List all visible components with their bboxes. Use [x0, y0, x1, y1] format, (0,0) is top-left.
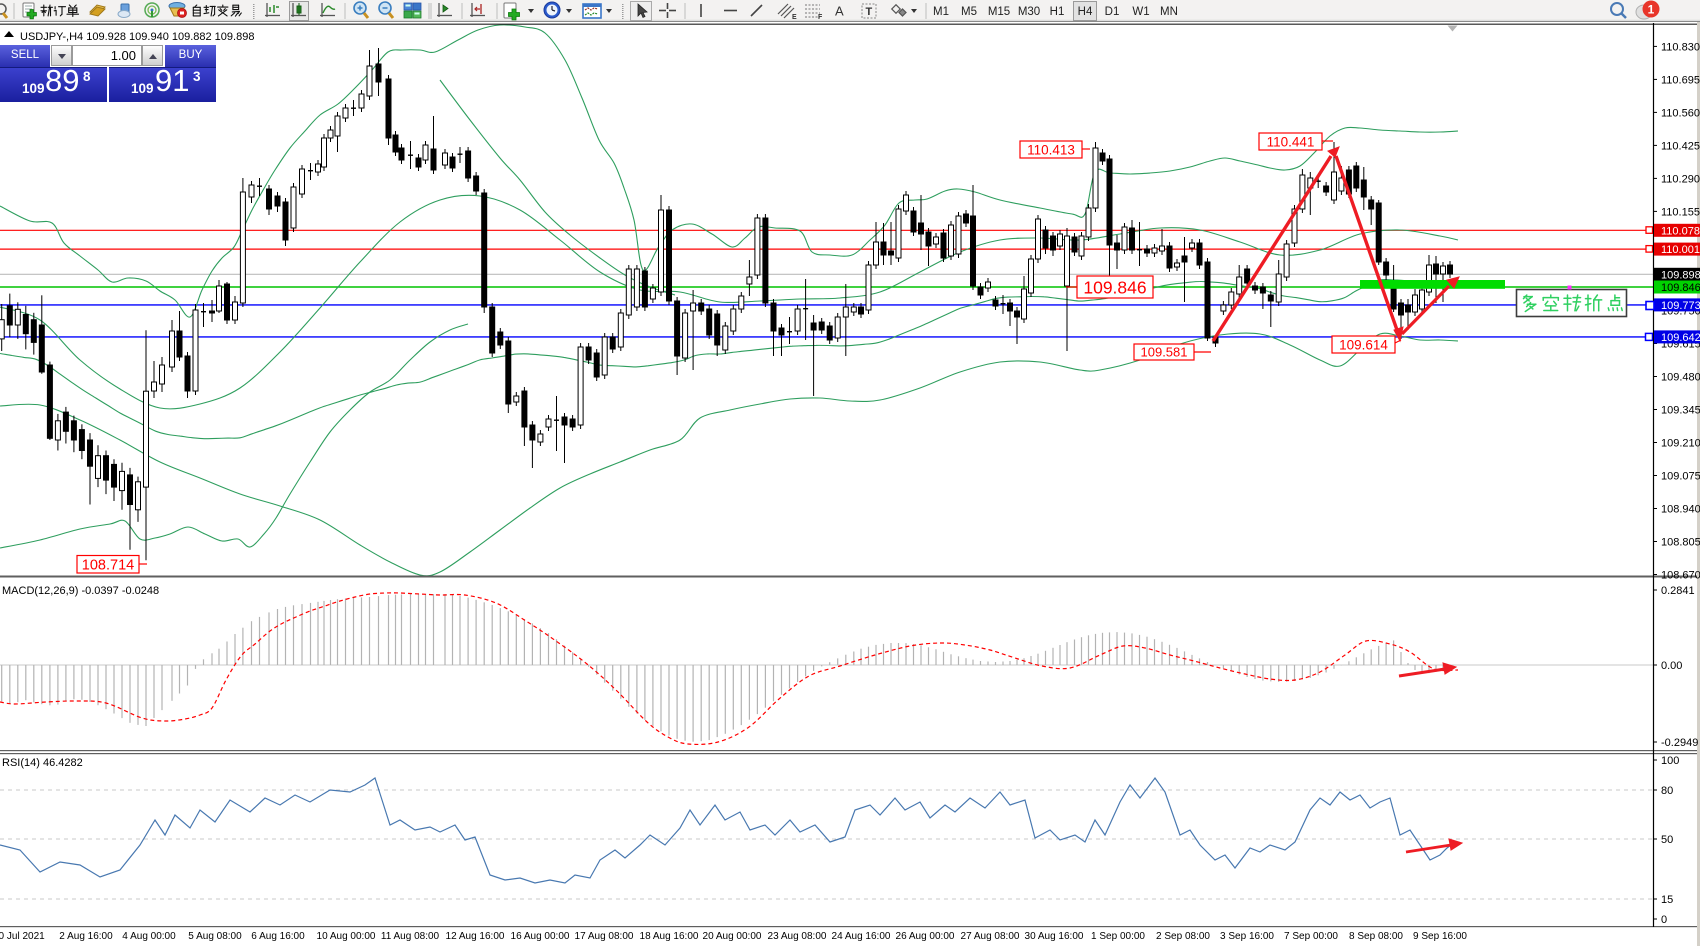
svg-text:16 Aug 00:00: 16 Aug 00:00: [511, 931, 570, 942]
svg-text:109.773: 109.773: [1661, 300, 1700, 312]
svg-text:D1: D1: [1105, 6, 1120, 18]
svg-text:0: 0: [1661, 914, 1667, 926]
svg-text:109.075: 109.075: [1661, 471, 1700, 483]
svg-text:10 Aug 00:00: 10 Aug 00:00: [317, 931, 376, 942]
svg-text:5 Aug 08:00: 5 Aug 08:00: [188, 931, 242, 942]
svg-text:6 Aug 16:00: 6 Aug 16:00: [251, 931, 305, 942]
svg-text:27 Aug 08:00: 27 Aug 08:00: [961, 931, 1020, 942]
svg-text:109.846: 109.846: [1083, 277, 1146, 297]
svg-text:110.830: 110.830: [1661, 41, 1700, 53]
svg-text:H4: H4: [1078, 6, 1093, 18]
svg-text:E: E: [792, 14, 797, 21]
svg-text:109.480: 109.480: [1661, 372, 1700, 384]
svg-text:-0.2949: -0.2949: [1661, 737, 1698, 749]
svg-text:108.940: 108.940: [1661, 504, 1700, 516]
svg-text:109.846: 109.846: [1661, 282, 1700, 294]
svg-text:A: A: [835, 4, 844, 19]
svg-text:26 Aug 00:00: 26 Aug 00:00: [896, 931, 955, 942]
svg-text:109.642: 109.642: [1661, 332, 1700, 344]
svg-text:109.898: 109.898: [1661, 269, 1700, 281]
svg-text:110.155: 110.155: [1661, 206, 1700, 218]
svg-text:F: F: [818, 14, 823, 21]
svg-text:50: 50: [1661, 834, 1673, 846]
svg-text:110.001: 110.001: [1661, 244, 1700, 256]
svg-text:17 Aug 08:00: 17 Aug 08:00: [575, 931, 634, 942]
svg-text:1: 1: [1648, 3, 1655, 17]
svg-text:M1: M1: [933, 6, 949, 18]
svg-text:USDJPY-,H4 109.928 109.940 10: USDJPY-,H4 109.928 109.940 109.882 109.8…: [20, 31, 254, 43]
svg-text:108.670: 108.670: [1661, 570, 1700, 582]
svg-text:3 Sep 16:00: 3 Sep 16:00: [1220, 931, 1274, 942]
svg-text:110.425: 110.425: [1661, 140, 1700, 152]
svg-text:8 Sep 08:00: 8 Sep 08:00: [1349, 931, 1403, 942]
svg-text:80: 80: [1661, 785, 1673, 797]
svg-text:11 Aug 08:00: 11 Aug 08:00: [381, 931, 440, 942]
svg-text:RSI(14) 46.4282: RSI(14) 46.4282: [2, 757, 83, 769]
svg-text:7 Sep 00:00: 7 Sep 00:00: [1284, 931, 1338, 942]
svg-text:2 Sep 08:00: 2 Sep 08:00: [1156, 931, 1210, 942]
svg-text:18 Aug 16:00: 18 Aug 16:00: [640, 931, 699, 942]
svg-text:MACD(12,26,9) -0.0397 -0.0248: MACD(12,26,9) -0.0397 -0.0248: [2, 585, 159, 597]
svg-text:M5: M5: [961, 6, 977, 18]
svg-text:110.078: 110.078: [1661, 225, 1700, 237]
svg-text:1 Sep 00:00: 1 Sep 00:00: [1091, 931, 1145, 942]
svg-text:T: T: [866, 6, 873, 18]
svg-text:MN: MN: [1160, 6, 1178, 18]
svg-text:4 Aug 00:00: 4 Aug 00:00: [122, 931, 176, 942]
svg-text:108.714: 108.714: [82, 557, 134, 573]
svg-text:9 Sep 16:00: 9 Sep 16:00: [1413, 931, 1467, 942]
svg-text:100: 100: [1661, 755, 1679, 767]
svg-text:W1: W1: [1132, 6, 1149, 18]
svg-text:20 Aug 00:00: 20 Aug 00:00: [703, 931, 762, 942]
svg-text:110.290: 110.290: [1661, 173, 1700, 185]
svg-text:2 Aug 16:00: 2 Aug 16:00: [59, 931, 113, 942]
svg-text:110.413: 110.413: [1027, 142, 1075, 157]
svg-text:15: 15: [1661, 894, 1673, 906]
svg-text:0.00: 0.00: [1661, 660, 1682, 672]
svg-text:M15: M15: [988, 6, 1010, 18]
svg-text:109.581: 109.581: [1141, 345, 1188, 360]
svg-text:109.210: 109.210: [1661, 438, 1700, 450]
svg-text:30 Jul 2021: 30 Jul 2021: [0, 931, 45, 942]
svg-text:110.441: 110.441: [1267, 134, 1315, 149]
svg-text:109.345: 109.345: [1661, 405, 1700, 417]
svg-text:H1: H1: [1050, 6, 1065, 18]
svg-text:110.560: 110.560: [1661, 107, 1700, 119]
svg-text:12 Aug 16:00: 12 Aug 16:00: [446, 931, 505, 942]
svg-text:110.695: 110.695: [1661, 74, 1700, 86]
svg-text:24 Aug 16:00: 24 Aug 16:00: [832, 931, 891, 942]
svg-text:M30: M30: [1018, 6, 1040, 18]
svg-text:109.614: 109.614: [1339, 337, 1388, 352]
svg-text:30 Aug 16:00: 30 Aug 16:00: [1025, 931, 1084, 942]
svg-text:23 Aug 08:00: 23 Aug 08:00: [768, 931, 827, 942]
svg-text:108.805: 108.805: [1661, 537, 1700, 549]
svg-text:0.2841: 0.2841: [1661, 585, 1695, 597]
